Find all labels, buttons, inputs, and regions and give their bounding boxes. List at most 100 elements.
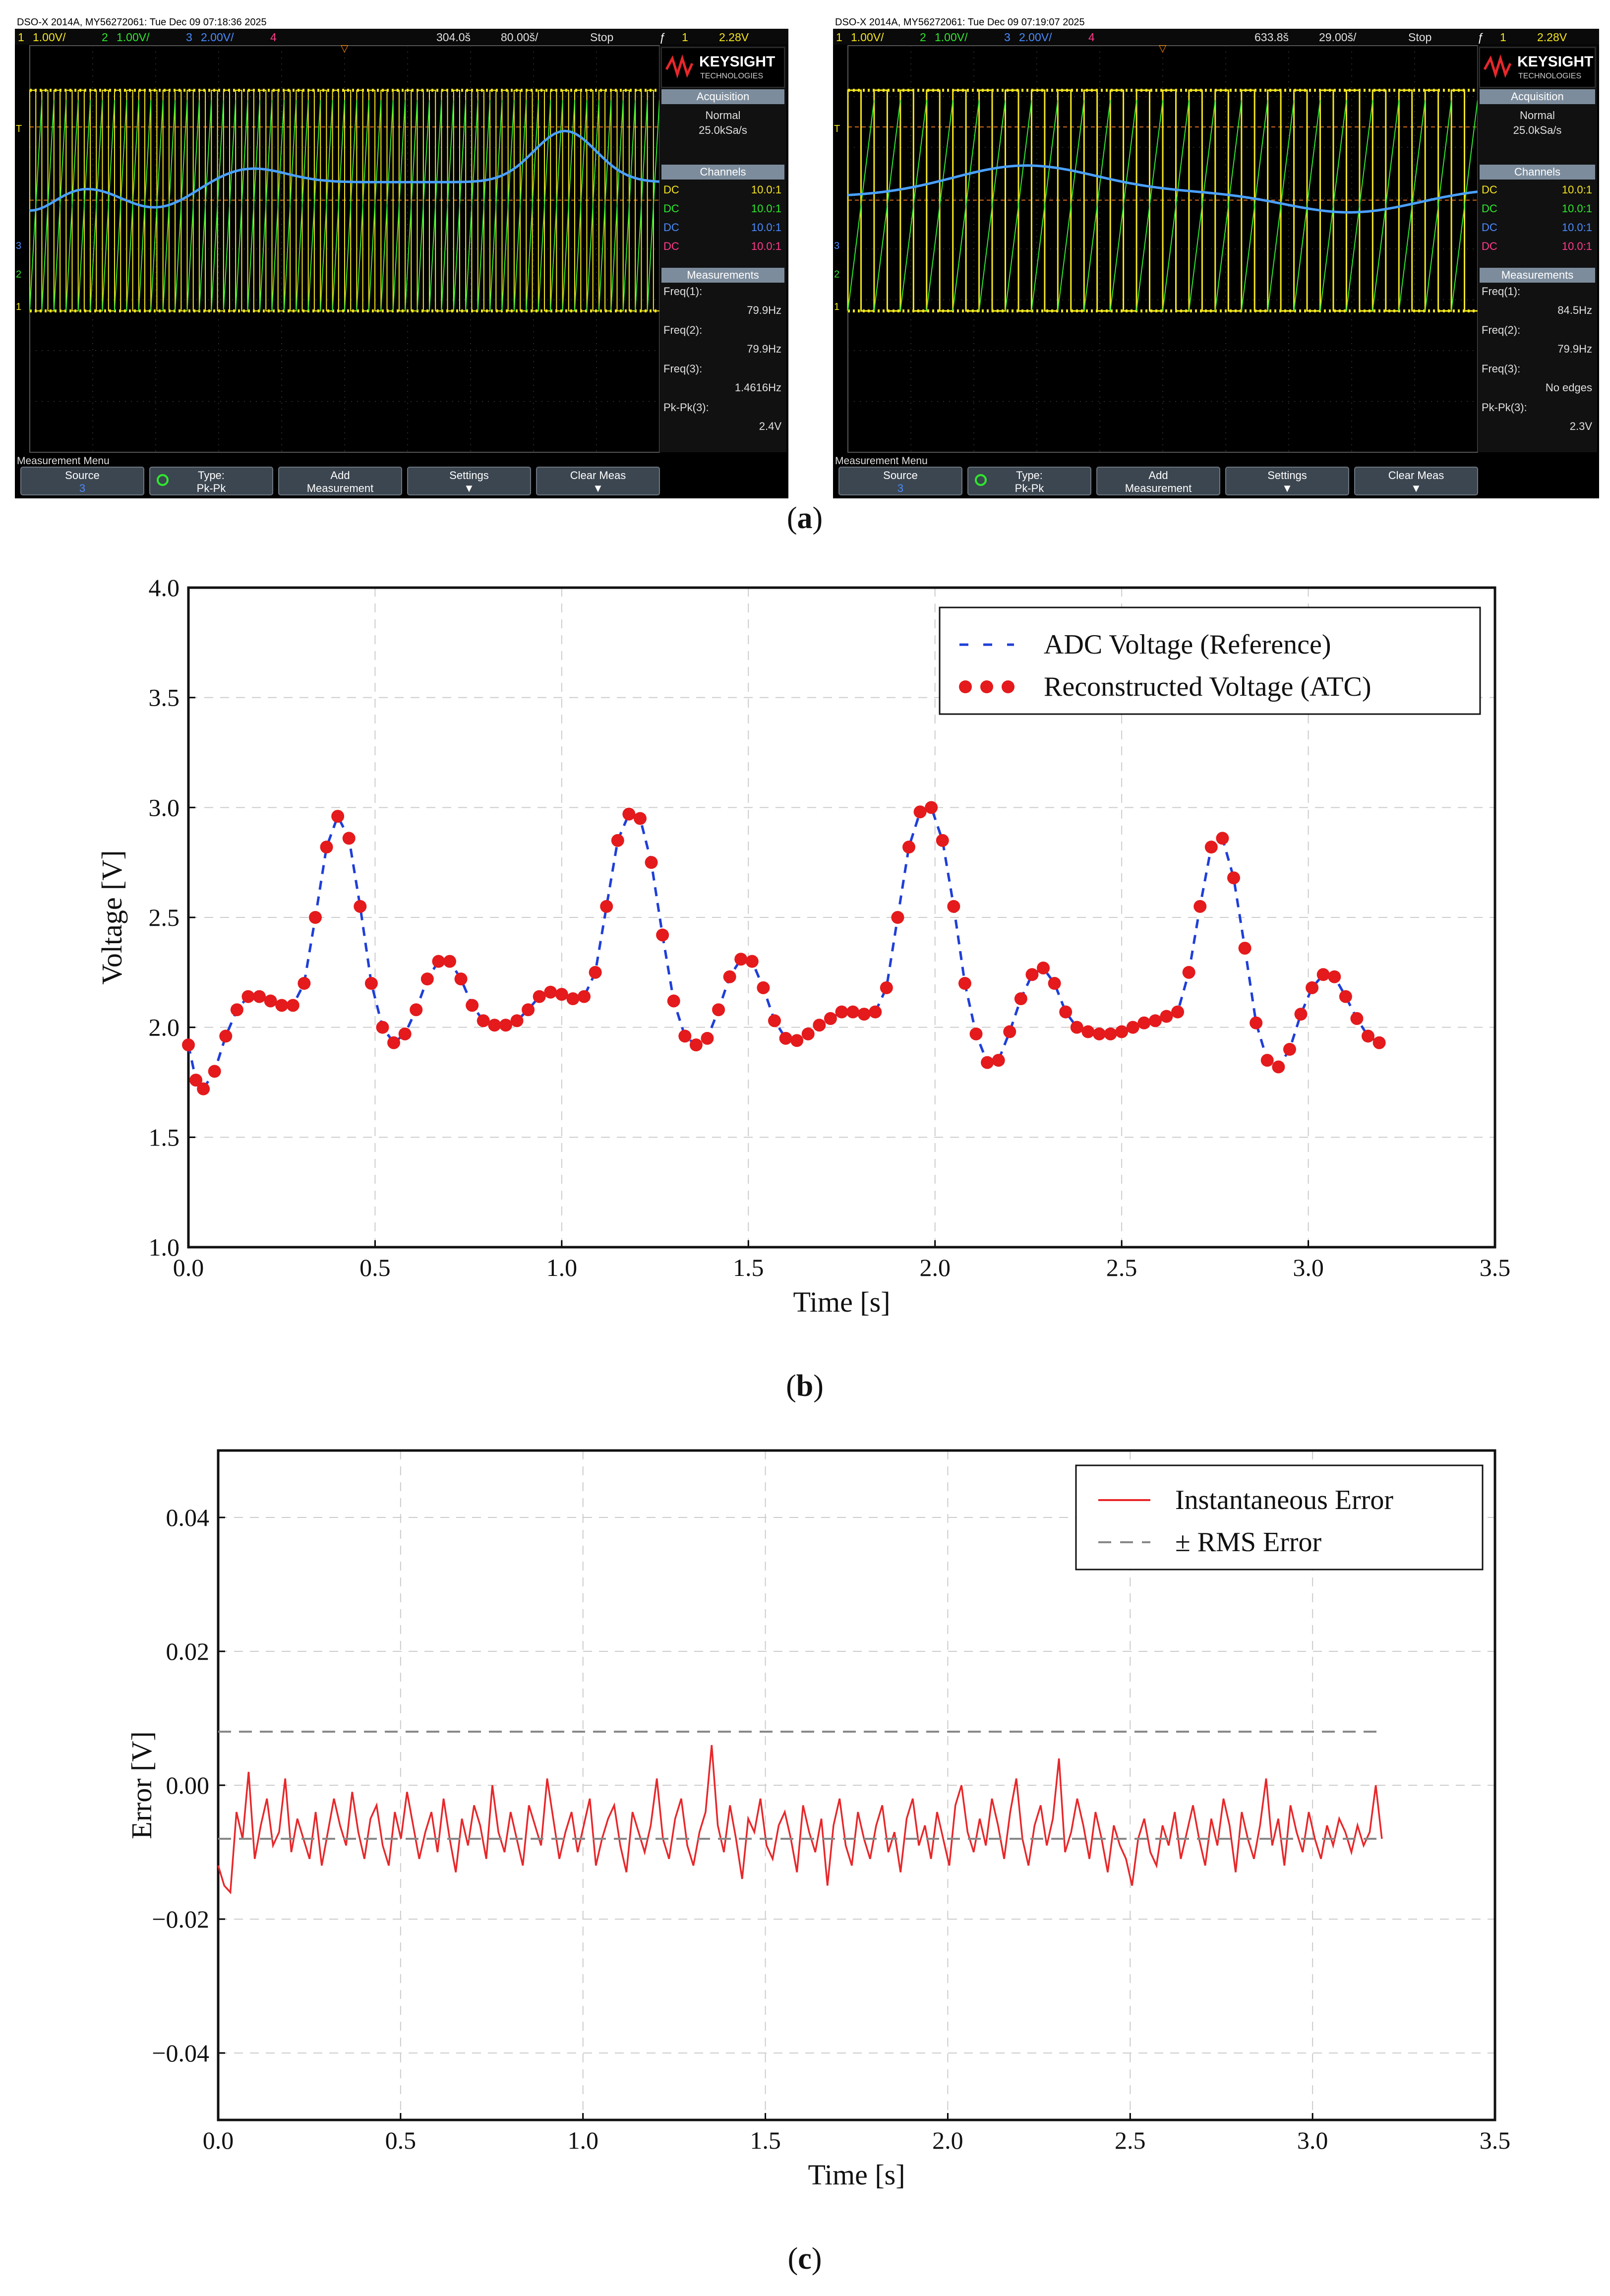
reconstructed-data-point bbox=[555, 988, 568, 1001]
reconstructed-data-point bbox=[1260, 1054, 1274, 1067]
softkey-label: Clear Meas bbox=[570, 469, 626, 482]
trigger-item: 2.28V bbox=[719, 31, 749, 44]
channel-bar-item: 1.00V/ bbox=[851, 31, 884, 44]
acquisition-mode: Normal bbox=[706, 109, 741, 121]
reconstructed-data-point bbox=[320, 841, 333, 854]
reconstructed-data-point bbox=[387, 1036, 401, 1049]
sidebar-section-header bbox=[1480, 268, 1595, 283]
acquisition-rate: 25.0kSa/s bbox=[699, 124, 747, 136]
reconstructed-data-point bbox=[1250, 1016, 1263, 1029]
reconstructed-data-point bbox=[331, 810, 345, 823]
reconstructed-data-point bbox=[1238, 942, 1252, 955]
acquisition-mode: Normal bbox=[1520, 109, 1555, 121]
y-axis-label: Error [V] bbox=[125, 1731, 158, 1839]
measurement-value: 79.9Hz bbox=[1557, 343, 1592, 355]
x-tick-label: 3.0 bbox=[1297, 2126, 1328, 2154]
reconstructed-data-point bbox=[1014, 992, 1027, 1006]
measurement-label: Pk-Pk(3): bbox=[663, 401, 709, 414]
reconstructed-data-point bbox=[1362, 1029, 1375, 1043]
channel-coupling: DC bbox=[663, 183, 679, 196]
legend-reference-label: ADC Voltage (Reference) bbox=[1044, 629, 1331, 660]
reconstructed-data-point bbox=[981, 1056, 994, 1069]
reconstructed-data-point bbox=[1328, 970, 1341, 983]
channel-ground-marker: 2 bbox=[834, 269, 839, 280]
reconstructed-data-point bbox=[925, 801, 938, 814]
softkey-4 bbox=[1354, 467, 1478, 495]
softkey-label: Type: bbox=[198, 469, 225, 482]
reconstructed-data-point bbox=[779, 1031, 792, 1045]
channel-bar-bg bbox=[15, 29, 788, 45]
softkey-3 bbox=[1225, 467, 1349, 495]
timebase-item: 29.00š/ bbox=[1319, 31, 1357, 44]
reconstructed-data-point bbox=[678, 1029, 692, 1043]
channel-2-trace bbox=[847, 100, 1478, 311]
x-tick-label: 2.0 bbox=[919, 1254, 951, 1281]
oscilloscope-screen-1: DSO-X 2014A, MY56272061: Tue Dec 09 07:1… bbox=[15, 15, 788, 498]
reconstructed-data-point bbox=[286, 999, 299, 1012]
reconstructed-data-point bbox=[1104, 1027, 1117, 1040]
channel-bar-item: 3 bbox=[1004, 31, 1011, 44]
reconstructed-data-point bbox=[1182, 966, 1195, 979]
channel-ground-marker: 3 bbox=[834, 241, 839, 251]
softkey-sub: ▼ bbox=[1282, 482, 1293, 494]
reconstructed-data-point bbox=[824, 1012, 837, 1025]
x-axis-label: Time [s] bbox=[793, 1286, 890, 1318]
reconstructed-data-point bbox=[1339, 990, 1352, 1003]
reconstructed-data-point bbox=[1115, 1025, 1129, 1038]
softkey-label: Type: bbox=[1016, 469, 1043, 482]
reconstructed-data-point bbox=[1283, 1043, 1296, 1056]
channel-bar-item: 1 bbox=[18, 31, 24, 44]
reconstructed-data-point bbox=[1171, 1005, 1185, 1019]
channel-probe-ratio: 10.0:1 bbox=[1562, 183, 1592, 196]
oscilloscope-screen-2: DSO-X 2014A, MY56272061: Tue Dec 09 07:1… bbox=[833, 15, 1599, 498]
reconstructed-data-point bbox=[477, 1014, 490, 1027]
scope-display: DSO-X 2014A, MY56272061: Tue Dec 09 07:1… bbox=[833, 15, 1599, 498]
channel-coupling: DC bbox=[663, 202, 679, 215]
reconstructed-data-point bbox=[410, 1003, 423, 1017]
reconstructed-data-point bbox=[1216, 832, 1229, 845]
softkey-sub: Pk-Pk bbox=[197, 482, 227, 494]
trigger-item: 1 bbox=[682, 31, 688, 44]
reconstructed-data-point bbox=[1227, 871, 1240, 885]
softkey-sub: ▼ bbox=[593, 482, 603, 494]
reconstructed-data-point bbox=[992, 1054, 1005, 1067]
trigger-item: 2.28V bbox=[1537, 31, 1567, 44]
channel-bar-item: 4 bbox=[270, 31, 277, 44]
measurement-label: Pk-Pk(3): bbox=[1482, 401, 1527, 414]
brand-sub: TECHNOLOGIES bbox=[1518, 72, 1581, 80]
error-chart: 0.0 0.5 1.0 1.5 2.0 2.5 3.0 3.5 −0.04 −0.02 0.00 0.… bbox=[125, 1449, 1510, 2191]
trigger-position-marker: ▽ bbox=[1159, 43, 1167, 54]
reconstructed-data-point bbox=[1316, 968, 1330, 981]
brand-box bbox=[661, 47, 785, 88]
legend-box bbox=[939, 606, 1481, 715]
reconstructed-data-point bbox=[880, 981, 893, 994]
softkey-label: Source bbox=[65, 469, 100, 482]
channel-bar-item: 3 bbox=[186, 31, 192, 44]
measurement-label: Freq(1): bbox=[663, 285, 702, 298]
x-axis-label: Time [s] bbox=[808, 2159, 905, 2191]
reconstructed-data-point bbox=[342, 832, 356, 845]
softkey-sub: Measurement bbox=[1125, 482, 1192, 494]
reconstructed-data-point bbox=[768, 1014, 781, 1027]
channel-coupling: DC bbox=[663, 240, 679, 252]
channel-probe-ratio: 10.0:1 bbox=[751, 183, 781, 196]
reconstructed-data-point bbox=[689, 1038, 703, 1052]
sidebar-section-title: Measurements bbox=[1501, 269, 1574, 281]
y-tick-label: 2.0 bbox=[149, 1014, 180, 1041]
softkey-0 bbox=[20, 467, 144, 495]
channel-coupling: DC bbox=[663, 221, 679, 234]
reconstructed-data-point bbox=[578, 990, 591, 1003]
reconstructed-data-point bbox=[1294, 1008, 1308, 1021]
x-tick-label: 1.0 bbox=[567, 2126, 598, 2154]
reconstructed-data-point bbox=[757, 981, 770, 994]
reconstructed-data-point bbox=[633, 812, 647, 825]
reconstructed-data-point bbox=[1193, 900, 1207, 913]
reconstructed-data-point bbox=[667, 994, 680, 1008]
timebase-item: Stop bbox=[1408, 31, 1431, 44]
panel-c: 0.0 0.5 1.0 1.5 2.0 2.5 3.0 3.5 −0.04 −0.02 0.00 0.… bbox=[0, 1428, 1610, 2296]
reconstructed-data-point bbox=[701, 1031, 714, 1045]
menu-title: Measurement Menu bbox=[835, 455, 928, 467]
reconstructed-data-point bbox=[969, 1027, 983, 1040]
panel-b: 0.0 0.5 1.0 1.5 2.0 2.5 3.0 3.5 1.0 1.5 2.0 2.5 3.0 3… bbox=[0, 555, 1610, 1428]
trigger-item: 1 bbox=[1500, 31, 1506, 44]
